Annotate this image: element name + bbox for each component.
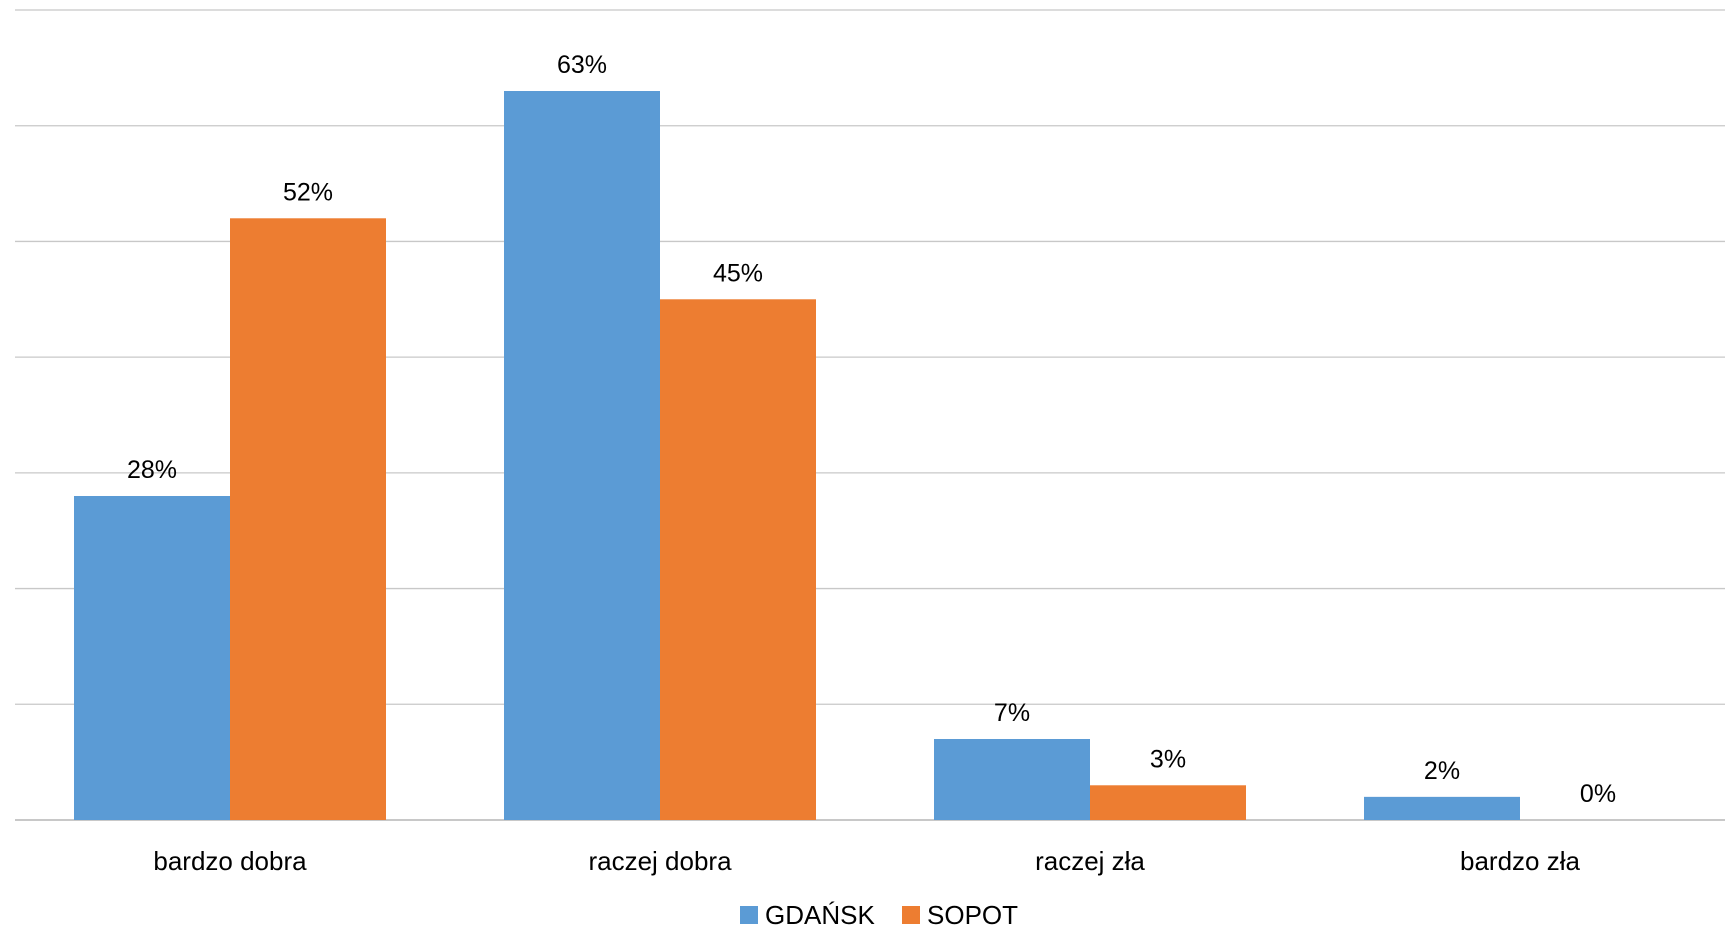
data-label-gdańsk-0: 28% — [127, 456, 177, 484]
data-label-sopot-2: 3% — [1150, 745, 1186, 773]
bar-gdańsk-1 — [504, 91, 660, 820]
bar-gdańsk-3 — [1364, 796, 1520, 820]
data-label-sopot-0: 52% — [283, 178, 333, 206]
legend-label-sopot: SOPOT — [927, 900, 1018, 930]
category-label: raczej zła — [1035, 846, 1145, 876]
data-label-sopot-1: 45% — [713, 259, 763, 287]
data-label-gdańsk-1: 63% — [557, 51, 607, 79]
bar-gdańsk-2 — [934, 739, 1090, 820]
category-label: bardzo zła — [1460, 846, 1580, 876]
category-label: bardzo dobra — [153, 846, 307, 876]
bar-gdańsk-0 — [74, 496, 230, 820]
bar-sopot-2 — [1090, 785, 1246, 820]
data-label-gdańsk-3: 2% — [1424, 757, 1460, 785]
bar-sopot-0 — [230, 218, 386, 821]
bar-sopot-1 — [660, 299, 816, 820]
legend-label-gdańsk: GDAŃSK — [765, 900, 875, 930]
legend-swatch-sopot — [902, 906, 920, 924]
data-label-sopot-3: 0% — [1580, 780, 1616, 808]
category-label: raczej dobra — [588, 846, 732, 876]
data-label-gdańsk-2: 7% — [994, 699, 1030, 727]
legend-swatch-gdańsk — [740, 906, 758, 924]
